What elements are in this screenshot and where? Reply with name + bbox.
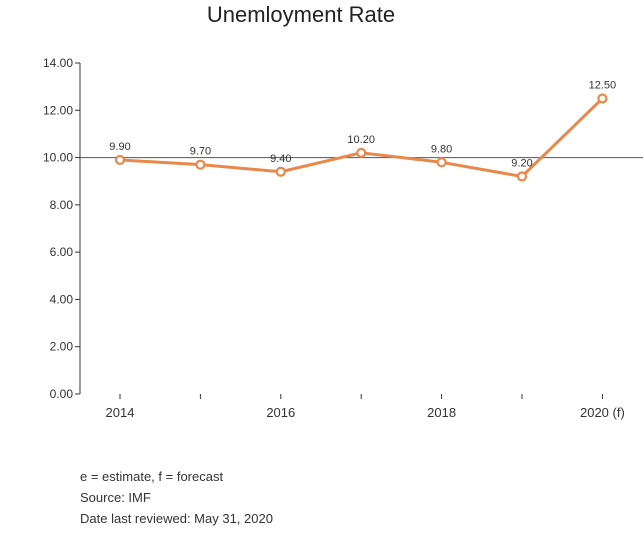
x-tick-label: 2016 [266,405,295,420]
y-tick-label: 6.00 [50,245,74,259]
date-reviewed-note: Date last reviewed: May 31, 2020 [80,511,273,526]
x-tick-label: 2020 (f) [580,405,625,420]
y-tick-label: 12.00 [43,103,73,117]
y-tick-label: 4.00 [50,292,74,306]
data-labels-group: 9.90 9.70 9.40 10.20 9.80 9.20 12.50 [109,79,616,169]
x-tick-label: 2018 [427,405,456,420]
y-tick-label: 10.00 [43,151,73,165]
data-label: 10.20 [347,134,375,146]
data-label: 9.90 [109,141,130,153]
data-label: 9.40 [270,153,291,165]
data-point [516,171,528,182]
x-tick-label: 2014 [106,405,135,420]
data-label: 12.50 [589,79,617,91]
series-line-group [114,93,608,182]
data-point [597,93,608,104]
y-tick-label: 0.00 [50,387,74,401]
x-axis: 2014 2016 2018 2020 (f) [106,394,625,420]
y-tick-label: 2.00 [50,340,74,354]
data-point [356,147,367,158]
data-point [275,166,286,177]
y-tick-label: 8.00 [50,198,74,212]
line-chart: 0.00 2.00 4.00 6.00 8.00 10.00 12.00 14.00 2014… [43,56,643,420]
data-point [114,154,126,166]
data-label: 9.70 [190,146,211,158]
chart-title: Unemloyment Rate [206,2,396,27]
y-axis: 0.00 2.00 4.00 6.00 8.00 10.00 12.00 14.00 [43,56,81,401]
data-point [436,157,447,168]
estimate-note: e = estimate, f = forecast [80,469,224,484]
data-point [195,159,206,170]
source-note: Source: IMF [80,490,151,505]
y-tick-label: 14.00 [43,56,73,70]
data-label: 9.80 [431,143,452,155]
footnotes: e = estimate, f = forecast Source: IMF D… [80,466,273,529]
data-label: 9.20 [511,157,532,169]
